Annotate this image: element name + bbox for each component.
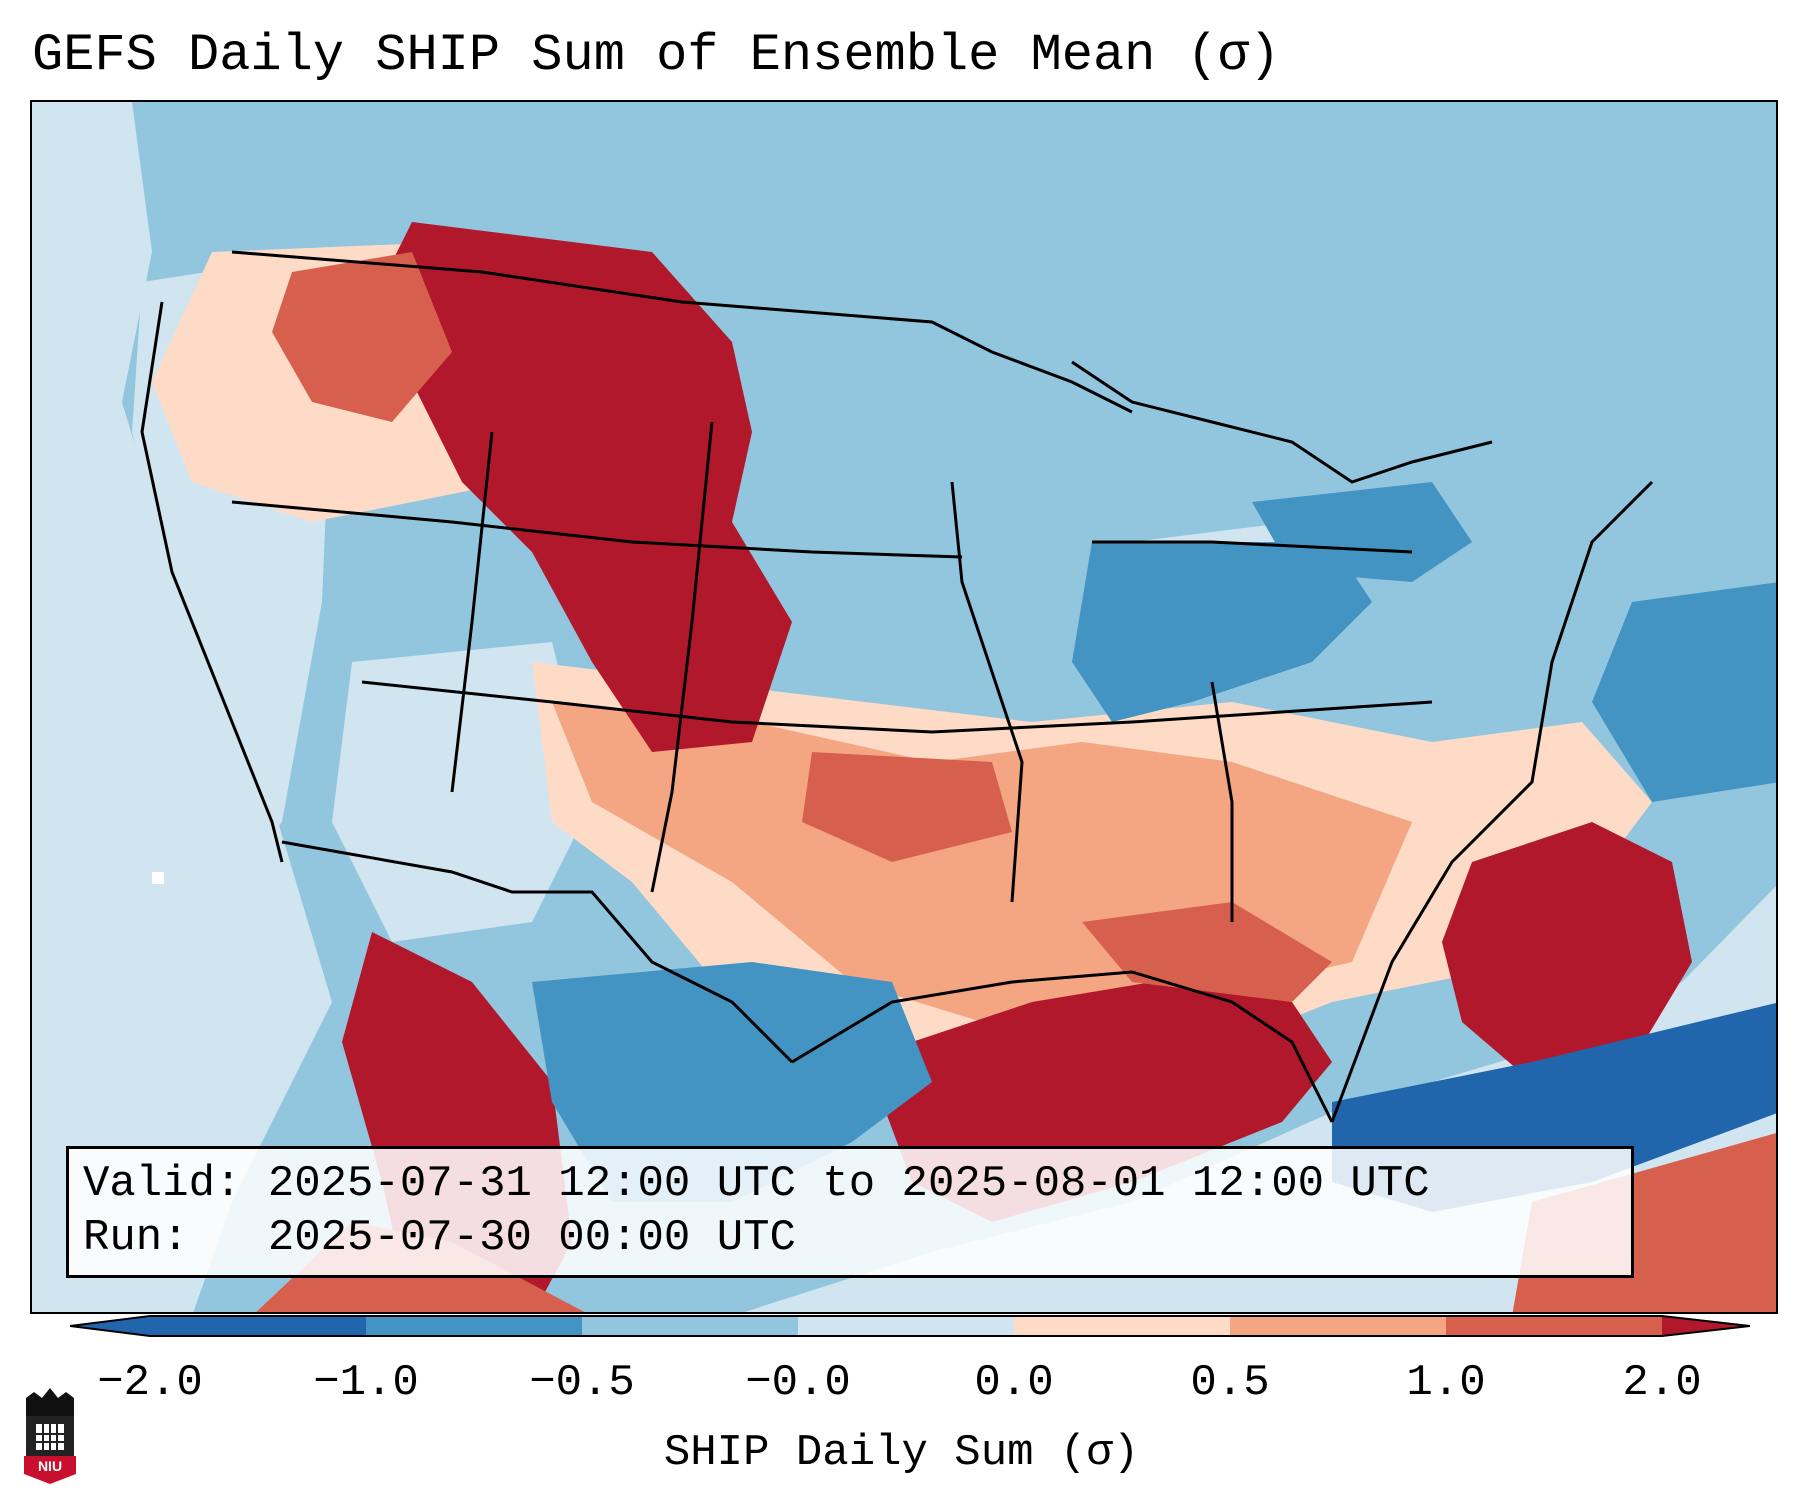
state-line-5 — [650, 421, 714, 893]
boundary-lines — [140, 250, 1654, 1123]
chart-title: GEFS Daily SHIP Sum of Ensemble Mean (σ) — [32, 26, 1281, 85]
colorbar-extend-right — [1662, 1316, 1750, 1336]
missing-data-cell — [152, 872, 164, 884]
state-line-4 — [450, 431, 494, 793]
atlantic-low — [1592, 582, 1776, 802]
colorbar-tick-label: 0.5 — [1190, 1358, 1270, 1408]
colorbar-segment-1 — [366, 1316, 582, 1336]
oklahoma-red — [802, 752, 1012, 862]
colorbar-label: SHIP Daily Sum (σ) — [663, 1428, 1140, 1478]
colorbar-tick-label: −0.5 — [529, 1358, 635, 1408]
colorbar — [70, 1315, 1750, 1337]
niu-logo-icon — [24, 1388, 76, 1484]
state-line-1 — [231, 500, 963, 559]
texas-low — [532, 962, 932, 1202]
great-lakes-low — [1252, 482, 1472, 582]
info-box: Valid: 2025-07-31 12:00 UTC to 2025-08-0… — [66, 1146, 1634, 1278]
northern-rockies-high — [382, 222, 792, 752]
gulf-coast — [791, 970, 1334, 1123]
mexico-border — [281, 840, 794, 1064]
state-line-2 — [361, 680, 1433, 734]
colorbar-tick-label: 2.0 — [1622, 1358, 1702, 1408]
colorbar-tick-label: 0.0 — [974, 1358, 1054, 1408]
midwest-low — [1072, 542, 1372, 722]
colorbar-tick-label: −2.0 — [97, 1358, 203, 1408]
colorbar-segment-4 — [1014, 1316, 1230, 1336]
pacific-coast — [140, 301, 284, 863]
colorbar-tick-label: −0.0 — [745, 1358, 851, 1408]
colorbar-segment-6 — [1446, 1316, 1662, 1336]
carolina-offshore-high — [1442, 822, 1692, 1082]
colorbar-tick-label: −1.0 — [313, 1358, 419, 1408]
colorbar-tick-label: 1.0 — [1406, 1358, 1486, 1408]
colorbar-segment-2 — [582, 1316, 798, 1336]
colorbar-outline — [70, 1315, 1750, 1337]
state-line-6 — [1210, 681, 1234, 922]
run-text: 2025-07-30 00:00 UTC — [267, 1213, 796, 1263]
great-lakes-outline — [1071, 360, 1493, 484]
canada-border — [231, 250, 1133, 414]
valid-text: 2025-07-31 12:00 UTC to 2025-08-01 12:00… — [267, 1159, 1430, 1209]
colorbar-segment-3 — [798, 1316, 1014, 1336]
atlantic-coast — [1330, 480, 1654, 1123]
idaho-high — [272, 252, 452, 422]
colorbar-segment-5 — [1230, 1316, 1446, 1336]
colorbar-segment-0 — [150, 1316, 366, 1336]
southwest-neutral — [332, 642, 592, 942]
map-svg — [32, 102, 1776, 1312]
state-line-3 — [950, 481, 1024, 903]
run-label: Run: — [83, 1213, 189, 1263]
valid-label: Valid: — [83, 1159, 242, 1209]
state-line-7 — [1092, 540, 1413, 554]
map-panel — [30, 100, 1778, 1314]
niu-logo-text: NIU — [37, 1458, 63, 1474]
colorbar-extend-left — [70, 1316, 150, 1336]
